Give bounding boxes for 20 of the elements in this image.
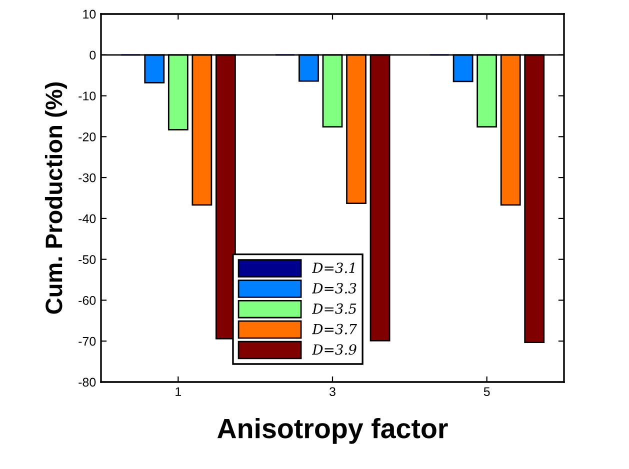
legend-label: D=3.7: [312, 324, 357, 334]
y-tick-label: 0: [90, 50, 96, 60]
legend-label: D=3.9: [312, 344, 356, 355]
y-tick-label: -70: [78, 336, 96, 346]
y-tick-label: -60: [78, 296, 96, 305]
x-tick-label: 5: [484, 387, 490, 396]
y-tick-label: -80: [78, 378, 96, 387]
legend-label: D=3.5: [312, 303, 356, 314]
x-tick-label: 3: [330, 387, 336, 396]
y-tick-label: -30: [78, 173, 96, 182]
y-axis-title: Cum. Production (%): [44, 82, 67, 314]
x-tick-label: 1: [176, 387, 182, 396]
y-tick-label: -10: [78, 92, 96, 100]
y-tick-label: -20: [78, 132, 96, 142]
y-tick-label: -40: [78, 214, 96, 224]
y-tick-label: -50: [78, 255, 96, 264]
y-tick-label: 10: [83, 10, 96, 19]
x-axis-title: Anisotropy factor: [217, 418, 448, 444]
legend-label: D=3.3: [312, 283, 356, 294]
legend-label: D=3.1: [312, 262, 354, 274]
